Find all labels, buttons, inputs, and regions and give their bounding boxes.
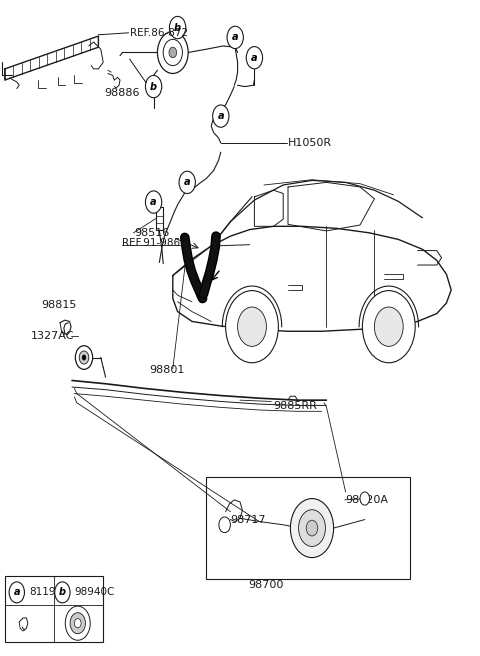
Text: 98886: 98886 <box>105 88 140 98</box>
Circle shape <box>79 351 89 364</box>
Text: 98801: 98801 <box>149 365 184 375</box>
Circle shape <box>360 492 370 505</box>
Text: 98700: 98700 <box>249 580 284 590</box>
Text: a: a <box>217 111 224 121</box>
Text: a: a <box>150 197 157 207</box>
Text: H1050R: H1050R <box>288 138 332 148</box>
Circle shape <box>75 346 93 369</box>
Circle shape <box>219 517 230 533</box>
Text: 98120A: 98120A <box>346 495 389 505</box>
Circle shape <box>70 613 85 634</box>
Circle shape <box>145 75 162 98</box>
Text: b: b <box>59 587 66 598</box>
Circle shape <box>169 16 186 39</box>
Text: b: b <box>150 81 157 92</box>
Circle shape <box>362 291 415 363</box>
Text: 98516: 98516 <box>134 228 169 238</box>
Text: REF.86-872: REF.86-872 <box>130 28 188 38</box>
Text: b: b <box>174 22 181 33</box>
Circle shape <box>157 31 188 73</box>
Circle shape <box>163 39 182 66</box>
Text: a: a <box>232 32 239 43</box>
Text: 81199: 81199 <box>29 587 62 598</box>
Circle shape <box>306 520 318 536</box>
Circle shape <box>74 619 81 628</box>
Text: 1327AC: 1327AC <box>31 331 74 341</box>
Circle shape <box>374 307 403 346</box>
Circle shape <box>238 307 266 346</box>
Text: 98940C: 98940C <box>74 587 115 598</box>
Circle shape <box>299 510 325 546</box>
Circle shape <box>145 191 162 213</box>
Circle shape <box>179 171 195 194</box>
Circle shape <box>226 291 278 363</box>
Circle shape <box>169 47 177 58</box>
Circle shape <box>227 26 243 49</box>
Text: REF.91-986: REF.91-986 <box>122 237 180 248</box>
Text: 9885RR: 9885RR <box>274 401 317 411</box>
Text: a: a <box>184 177 191 188</box>
Circle shape <box>290 499 334 558</box>
Circle shape <box>9 582 24 603</box>
Bar <box>5 576 103 642</box>
Text: a: a <box>251 52 258 63</box>
Text: a: a <box>13 587 20 598</box>
Circle shape <box>65 606 90 640</box>
Circle shape <box>55 582 70 603</box>
Circle shape <box>82 355 86 360</box>
Circle shape <box>246 47 263 69</box>
Bar <box>206 477 410 579</box>
Circle shape <box>213 105 229 127</box>
Text: 98815: 98815 <box>41 300 76 310</box>
Text: 98717: 98717 <box>230 514 266 525</box>
